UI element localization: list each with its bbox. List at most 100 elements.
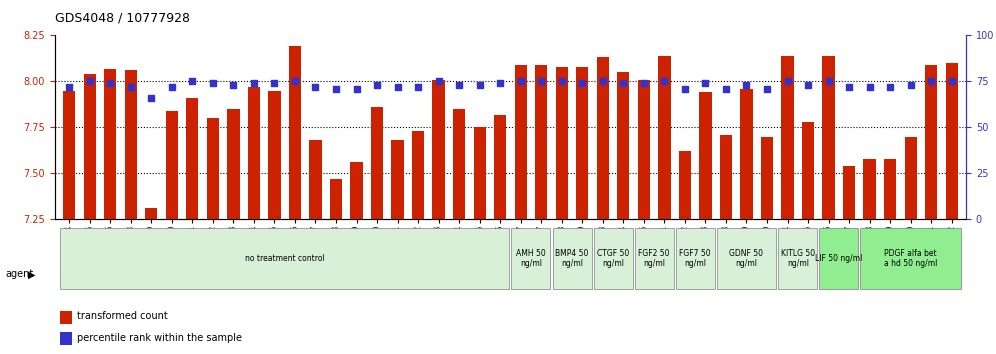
- Bar: [761, 137, 773, 354]
- Point: [472, 82, 488, 88]
- Bar: [165, 111, 178, 354]
- Point: [821, 79, 837, 84]
- Point: [61, 84, 77, 90]
- Bar: [432, 80, 445, 354]
- Point: [616, 80, 631, 86]
- Point: [718, 86, 734, 92]
- Point: [944, 79, 960, 84]
- Bar: [351, 162, 363, 354]
- Point: [451, 82, 467, 88]
- Point: [923, 79, 939, 84]
- Point: [677, 86, 693, 92]
- Bar: [145, 209, 157, 354]
- Bar: [124, 70, 136, 354]
- Point: [902, 82, 918, 88]
- Text: GDNF 50
ng/ml: GDNF 50 ng/ml: [729, 249, 764, 268]
- Point: [492, 80, 508, 86]
- Point: [308, 84, 324, 90]
- Bar: [597, 57, 609, 354]
- Point: [103, 80, 119, 86]
- Point: [842, 84, 858, 90]
- Point: [882, 84, 898, 90]
- Point: [410, 84, 426, 90]
- Point: [246, 80, 262, 86]
- Text: PDGF alfa bet
a hd 50 ng/ml: PDGF alfa bet a hd 50 ng/ml: [884, 249, 937, 268]
- Bar: [84, 74, 96, 354]
- Bar: [884, 159, 896, 354]
- FancyBboxPatch shape: [778, 228, 818, 289]
- Point: [205, 80, 221, 86]
- Point: [862, 84, 877, 90]
- Text: GDS4048 / 10777928: GDS4048 / 10777928: [55, 12, 190, 25]
- Bar: [945, 63, 958, 354]
- FancyBboxPatch shape: [861, 228, 961, 289]
- Bar: [248, 87, 260, 354]
- Bar: [556, 67, 568, 354]
- Bar: [699, 92, 711, 354]
- Bar: [843, 166, 856, 354]
- Point: [370, 82, 385, 88]
- FancyBboxPatch shape: [553, 228, 592, 289]
- Text: FGF7 50
ng/ml: FGF7 50 ng/ml: [679, 249, 711, 268]
- Bar: [310, 140, 322, 354]
- Point: [163, 84, 179, 90]
- Point: [738, 82, 754, 88]
- Bar: [453, 109, 465, 354]
- Point: [595, 79, 611, 84]
- Bar: [515, 65, 527, 354]
- Point: [575, 80, 591, 86]
- Text: AMH 50
ng/ml: AMH 50 ng/ml: [516, 249, 546, 268]
- Bar: [330, 179, 343, 354]
- Bar: [186, 98, 198, 354]
- FancyBboxPatch shape: [717, 228, 776, 289]
- Text: KITLG 50
ng/ml: KITLG 50 ng/ml: [781, 249, 815, 268]
- Text: agent: agent: [5, 269, 33, 279]
- Point: [759, 86, 775, 92]
- FancyBboxPatch shape: [594, 228, 632, 289]
- FancyBboxPatch shape: [675, 228, 715, 289]
- Point: [123, 84, 138, 90]
- Bar: [268, 91, 281, 354]
- Point: [287, 79, 303, 84]
- Bar: [227, 109, 239, 354]
- Bar: [60, 332, 72, 345]
- Bar: [60, 311, 72, 324]
- Bar: [864, 159, 875, 354]
- Bar: [637, 80, 650, 354]
- Bar: [207, 118, 219, 354]
- Bar: [412, 131, 424, 354]
- Bar: [658, 56, 670, 354]
- Text: BMP4 50
ng/ml: BMP4 50 ng/ml: [556, 249, 589, 268]
- FancyBboxPatch shape: [634, 228, 673, 289]
- Bar: [473, 127, 486, 354]
- Point: [184, 79, 200, 84]
- Bar: [494, 115, 506, 354]
- Bar: [678, 152, 691, 354]
- Bar: [104, 69, 117, 354]
- Text: LIF 50 ng/ml: LIF 50 ng/ml: [815, 254, 863, 263]
- Point: [328, 86, 344, 92]
- Text: FGF2 50
ng/ml: FGF2 50 ng/ml: [638, 249, 670, 268]
- FancyBboxPatch shape: [512, 228, 551, 289]
- Point: [513, 79, 529, 84]
- Bar: [925, 65, 937, 354]
- Point: [635, 80, 651, 86]
- Point: [554, 79, 570, 84]
- Bar: [720, 135, 732, 354]
- Point: [267, 80, 283, 86]
- Text: percentile rank within the sample: percentile rank within the sample: [78, 332, 242, 343]
- Bar: [63, 91, 76, 354]
- Bar: [576, 67, 589, 354]
- Point: [349, 86, 365, 92]
- Bar: [782, 56, 794, 354]
- Bar: [289, 46, 301, 354]
- Point: [780, 79, 796, 84]
- Point: [697, 80, 713, 86]
- FancyBboxPatch shape: [820, 228, 859, 289]
- Bar: [802, 122, 815, 354]
- Bar: [618, 72, 629, 354]
- Point: [225, 82, 241, 88]
- Text: transformed count: transformed count: [78, 311, 168, 321]
- Text: no treatment control: no treatment control: [245, 254, 325, 263]
- FancyBboxPatch shape: [60, 228, 509, 289]
